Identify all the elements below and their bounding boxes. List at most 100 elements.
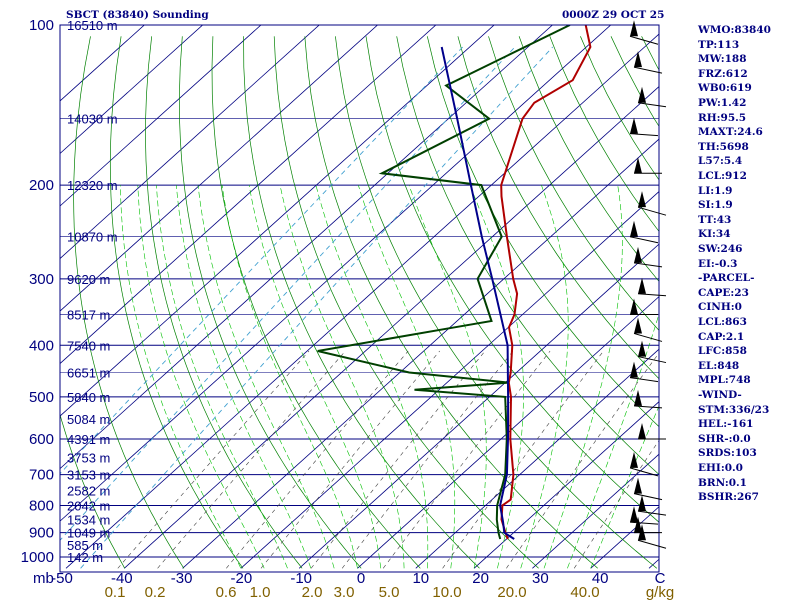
isotherm-20	[473, 401, 659, 569]
moist-adiabat	[567, 312, 659, 569]
wind-barb-shaft	[637, 539, 667, 549]
wind-barb-shaft	[629, 467, 659, 477]
isotherm--70	[60, 25, 554, 470]
dry-adiabat	[795, 36, 800, 568]
wind-barb	[629, 361, 659, 383]
dry-adiabat	[335, 36, 658, 569]
mixing-ratio-line	[506, 352, 659, 569]
stat-line: FRZ:612	[698, 67, 748, 80]
moist-adiabat	[469, 184, 524, 569]
mixing-ratio-tick-label: 20.0	[497, 584, 526, 600]
stat-line: -PARCEL-	[698, 272, 755, 285]
temperature-tick-label: -10	[290, 570, 312, 587]
mixing-ratio-line	[442, 350, 604, 569]
moist-adiabat	[221, 185, 358, 569]
mixing-ratio-tick-label: 10.0	[432, 584, 461, 600]
stat-line: TP:113	[698, 38, 740, 51]
stat-line: MPL:748	[698, 374, 751, 387]
mixing-ratio-line	[341, 350, 514, 569]
stat-line: WMO:83840	[698, 24, 771, 36]
wind-barb-shaft	[637, 206, 667, 216]
stat-line: EL:848	[698, 359, 740, 372]
wind-barb-pennant	[638, 524, 646, 541]
dry-adiabat	[109, 36, 244, 569]
height-label: 1049 m	[67, 526, 110, 541]
stat-line: PW:1.42	[698, 97, 747, 109]
stat-line: SI:1.9	[698, 199, 733, 212]
wind-barb-pennant	[630, 220, 638, 237]
wind-barb-shaft	[633, 66, 663, 74]
mixing-ratio-line	[157, 350, 346, 569]
wind-barb	[629, 220, 659, 244]
stat-line: BSHR:267	[698, 491, 759, 504]
stat-line: EI:-0.3	[698, 257, 738, 270]
wind-barb	[637, 495, 667, 516]
dry-adiabat	[60, 36, 126, 569]
moist-adiabat	[315, 185, 429, 569]
stat-line: -WIND-	[698, 389, 742, 401]
height-label: 2582 m	[67, 484, 110, 499]
height-label: 5084 m	[67, 412, 110, 427]
stat-line: EHI:0.0	[698, 462, 743, 474]
moist-adiabat	[176, 185, 312, 569]
moist-adiabat	[543, 185, 623, 569]
dry-adiabat	[73, 36, 185, 569]
moist-adiabat	[137, 185, 265, 569]
height-label: 9620 m	[67, 272, 110, 287]
isotherm-0	[357, 296, 659, 569]
height-label: 16510 m	[67, 18, 118, 33]
isotherm--40	[124, 86, 659, 569]
wind-barb-pennant	[634, 157, 642, 174]
height-label: 5840 m	[67, 390, 110, 405]
wind-barb-pennant	[634, 477, 642, 494]
stat-line: SW:246	[698, 243, 743, 255]
stat-line: SHR-:0.0	[698, 432, 751, 445]
mixing-ratio-line	[260, 350, 440, 569]
wind-barb-pennant	[634, 389, 642, 406]
height-label: 3153 m	[67, 468, 110, 483]
wind-barbs	[629, 20, 667, 549]
stat-line: BRN:0.1	[698, 476, 747, 489]
mixing-ratio-tick-label: 2.0	[302, 584, 323, 600]
wind-barb	[630, 298, 658, 315]
isotherm--20	[240, 191, 659, 569]
dry-adiabat	[365, 36, 659, 523]
wind-barb-shaft	[637, 510, 667, 516]
wind-barb-pennant	[630, 361, 638, 378]
temperature-tick-label: 30	[532, 570, 549, 587]
temperature-tick-label: -20	[231, 570, 253, 587]
pressure-labels: 100 200 300 400 500 600 700 800 900 1000 mb	[21, 17, 54, 587]
height-label: 2042 m	[67, 498, 110, 513]
wind-barb-pennant	[630, 20, 638, 37]
dry-adiabat	[145, 36, 303, 569]
chart-title: SBCT (83840) Sounding	[66, 9, 209, 21]
pressure-tick-label: 900	[29, 525, 54, 542]
stat-line: STM:336/23	[698, 403, 770, 416]
wind-barb-shaft	[633, 332, 663, 342]
mixing-ratio-tick-label: 5.0	[379, 584, 400, 600]
stat-line: KI:34	[698, 228, 731, 241]
isotherm--50	[65, 33, 659, 569]
mixing-ratio-line	[310, 350, 486, 569]
height-labels: 16510 m 14030 m 12320 m 10870 m 9620 m 8517 m…	[67, 18, 118, 565]
mixing-ratio-unit-label: g/kg	[646, 584, 674, 600]
pressure-tick-label: 1000	[21, 549, 54, 566]
dry-adiabat	[304, 36, 598, 569]
dry-adiabat	[488, 36, 659, 331]
height-label: 3753 m	[67, 450, 110, 465]
stat-line: CAPE:23	[698, 286, 749, 299]
isotherm--100	[60, 25, 379, 312]
wind-barb	[629, 117, 659, 137]
wind-barb-shaft	[629, 521, 659, 525]
height-label: 1534 m	[67, 512, 110, 527]
dry-adiabat	[426, 36, 659, 428]
wind-barb-pennant	[630, 298, 638, 315]
wind-barb-shaft	[637, 293, 667, 297]
pressure-tick-label: 200	[29, 177, 54, 194]
wind-barb-shaft	[629, 35, 659, 45]
height-label: 14030 m	[67, 112, 118, 127]
pressure-tick-label: 800	[29, 497, 54, 514]
pressure-tick-label: 500	[29, 389, 54, 406]
mixing-ratio-tick-label: 40.0	[570, 584, 599, 600]
